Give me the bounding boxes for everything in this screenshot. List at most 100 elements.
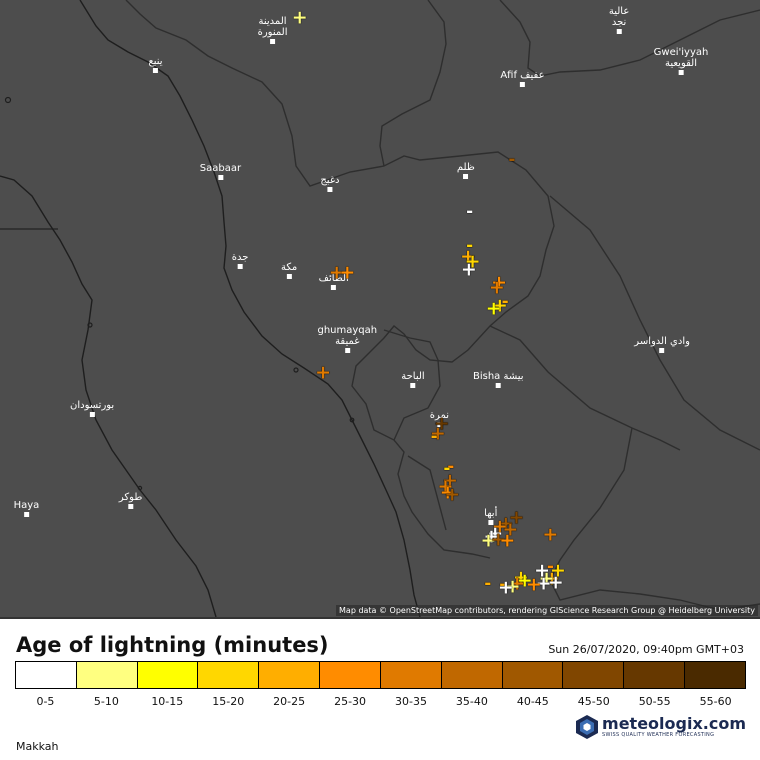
city-label: الطائف <box>319 273 349 291</box>
positive-strike-icon: + <box>497 512 514 535</box>
positive-strike-icon: + <box>543 567 560 590</box>
positive-strike-icon: + <box>542 523 559 546</box>
city-marker <box>89 412 95 418</box>
brand-logo-link[interactable]: meteologix.com SWISS QUALITY WEATHER FOR… <box>576 715 746 739</box>
island <box>87 322 93 328</box>
city-marker <box>331 285 337 291</box>
legend-panel: Age of lightning (minutes) Sun 26/07/202… <box>0 617 760 760</box>
city-marker <box>410 383 416 388</box>
city-marker <box>23 511 29 517</box>
city-name: أبها <box>484 508 498 520</box>
city-name: نمرة <box>429 409 450 421</box>
color-scale-label: 0-5 <box>36 695 55 708</box>
city-marker <box>678 69 684 75</box>
color-scale-label: 40-45 <box>516 695 549 708</box>
map-base-layer <box>0 0 760 617</box>
positive-strike-icon: + <box>339 261 356 284</box>
positive-strike-icon: + <box>534 559 551 582</box>
city-name: ghumayqah غميقة <box>317 325 378 348</box>
positive-strike-icon: + <box>491 271 508 294</box>
city-label: جدة <box>232 252 248 270</box>
city-label: Afif عفيف <box>500 69 545 87</box>
negative-strike-icon: - <box>499 574 507 595</box>
negative-strike-icon: - <box>508 149 516 170</box>
color-swatch <box>685 662 745 688</box>
positive-strike-icon: + <box>535 572 552 595</box>
city-marker <box>344 348 350 354</box>
city-label: دغبج <box>320 174 340 192</box>
negative-strike-icon: - <box>466 201 474 222</box>
city-marker <box>128 503 134 509</box>
positive-strike-icon: + <box>547 571 564 594</box>
negative-strike-icon: - <box>447 456 455 477</box>
color-scale-label: 50-55 <box>638 695 671 708</box>
brand-tagline: SWISS QUALITY WEATHER FORECASTING <box>602 732 715 738</box>
city-marker <box>488 520 494 526</box>
city-name: دغبج <box>320 174 340 186</box>
color-scale <box>15 661 746 689</box>
city-marker <box>217 175 223 181</box>
positive-strike-icon: + <box>502 518 519 541</box>
positive-strike-icon: + <box>487 522 504 545</box>
city-label: مكة <box>281 262 297 279</box>
city-label: وادي الدواسر <box>634 336 690 353</box>
positive-strike-icon: + <box>512 566 529 588</box>
city-name: Afif عفيف <box>500 69 545 81</box>
positive-strike-icon: + <box>516 569 533 592</box>
positive-strike-icon: + <box>508 506 525 529</box>
city-label: طوكر <box>119 492 142 509</box>
region-boundary <box>383 329 441 441</box>
positive-strike-icon: + <box>483 525 500 548</box>
positive-strike-icon: + <box>464 250 481 273</box>
island <box>137 485 143 491</box>
region-name: Makkah <box>16 740 59 753</box>
city-label: المدينة المنورة <box>258 16 287 44</box>
brand-name: meteologix.com <box>602 714 746 733</box>
positive-strike-icon: + <box>444 483 461 506</box>
city-name: وادي الدواسر <box>634 335 690 347</box>
city-name: الباحة <box>401 371 425 382</box>
city-marker <box>463 173 469 179</box>
city-name: عالية نجد <box>608 5 630 28</box>
lightning-map[interactable]: المدينة المنورة ينبع عالية نجد Afif عفيف Gwei'… <box>0 0 760 617</box>
positive-strike-icon: + <box>460 258 477 281</box>
city-marker <box>519 81 525 87</box>
island <box>293 367 299 373</box>
color-scale-label: 10-15 <box>151 695 184 708</box>
arabian-coastline <box>79 0 421 617</box>
city-label: Bisha بيشة <box>473 371 524 388</box>
positive-strike-icon: + <box>538 567 555 590</box>
city-marker <box>270 38 276 44</box>
positive-strike-icon: + <box>485 297 502 320</box>
city-name: Saabaar <box>199 163 242 175</box>
color-scale-label: 55-60 <box>699 695 732 708</box>
city-marker <box>659 347 665 353</box>
negative-strike-icon: - <box>484 573 492 594</box>
region-boundary <box>125 0 555 559</box>
city-name: ينبع <box>148 56 163 68</box>
negative-strike-icon: - <box>430 426 438 447</box>
positive-strike-icon: + <box>480 529 497 552</box>
positive-strike-icon: + <box>497 576 514 598</box>
positive-strike-icon: + <box>488 276 505 299</box>
positive-strike-icon: + <box>509 572 526 595</box>
positive-strike-icon: + <box>437 475 454 498</box>
color-scale-label: 25-30 <box>334 695 367 708</box>
map-attribution[interactable]: Map data © OpenStreetMap contributors, r… <box>336 605 758 616</box>
island <box>349 417 355 423</box>
color-scale-label: 30-35 <box>395 695 427 708</box>
city-name: Gwei'iyyah القويعية <box>653 46 709 69</box>
positive-strike-icon: + <box>491 515 508 538</box>
color-scale-label: 20-25 <box>273 695 306 708</box>
city-marker <box>327 186 333 192</box>
positive-strike-icon: + <box>439 481 456 504</box>
city-marker <box>495 383 501 388</box>
city-name: طوكر <box>118 491 143 503</box>
positive-strike-icon: + <box>442 469 458 492</box>
region-boundary <box>549 427 760 611</box>
positive-strike-icon: + <box>525 573 542 596</box>
positive-strike-icon: + <box>291 6 308 29</box>
color-swatch <box>198 662 260 688</box>
city-label: نمرة <box>430 410 449 427</box>
region-boundary <box>407 455 447 531</box>
